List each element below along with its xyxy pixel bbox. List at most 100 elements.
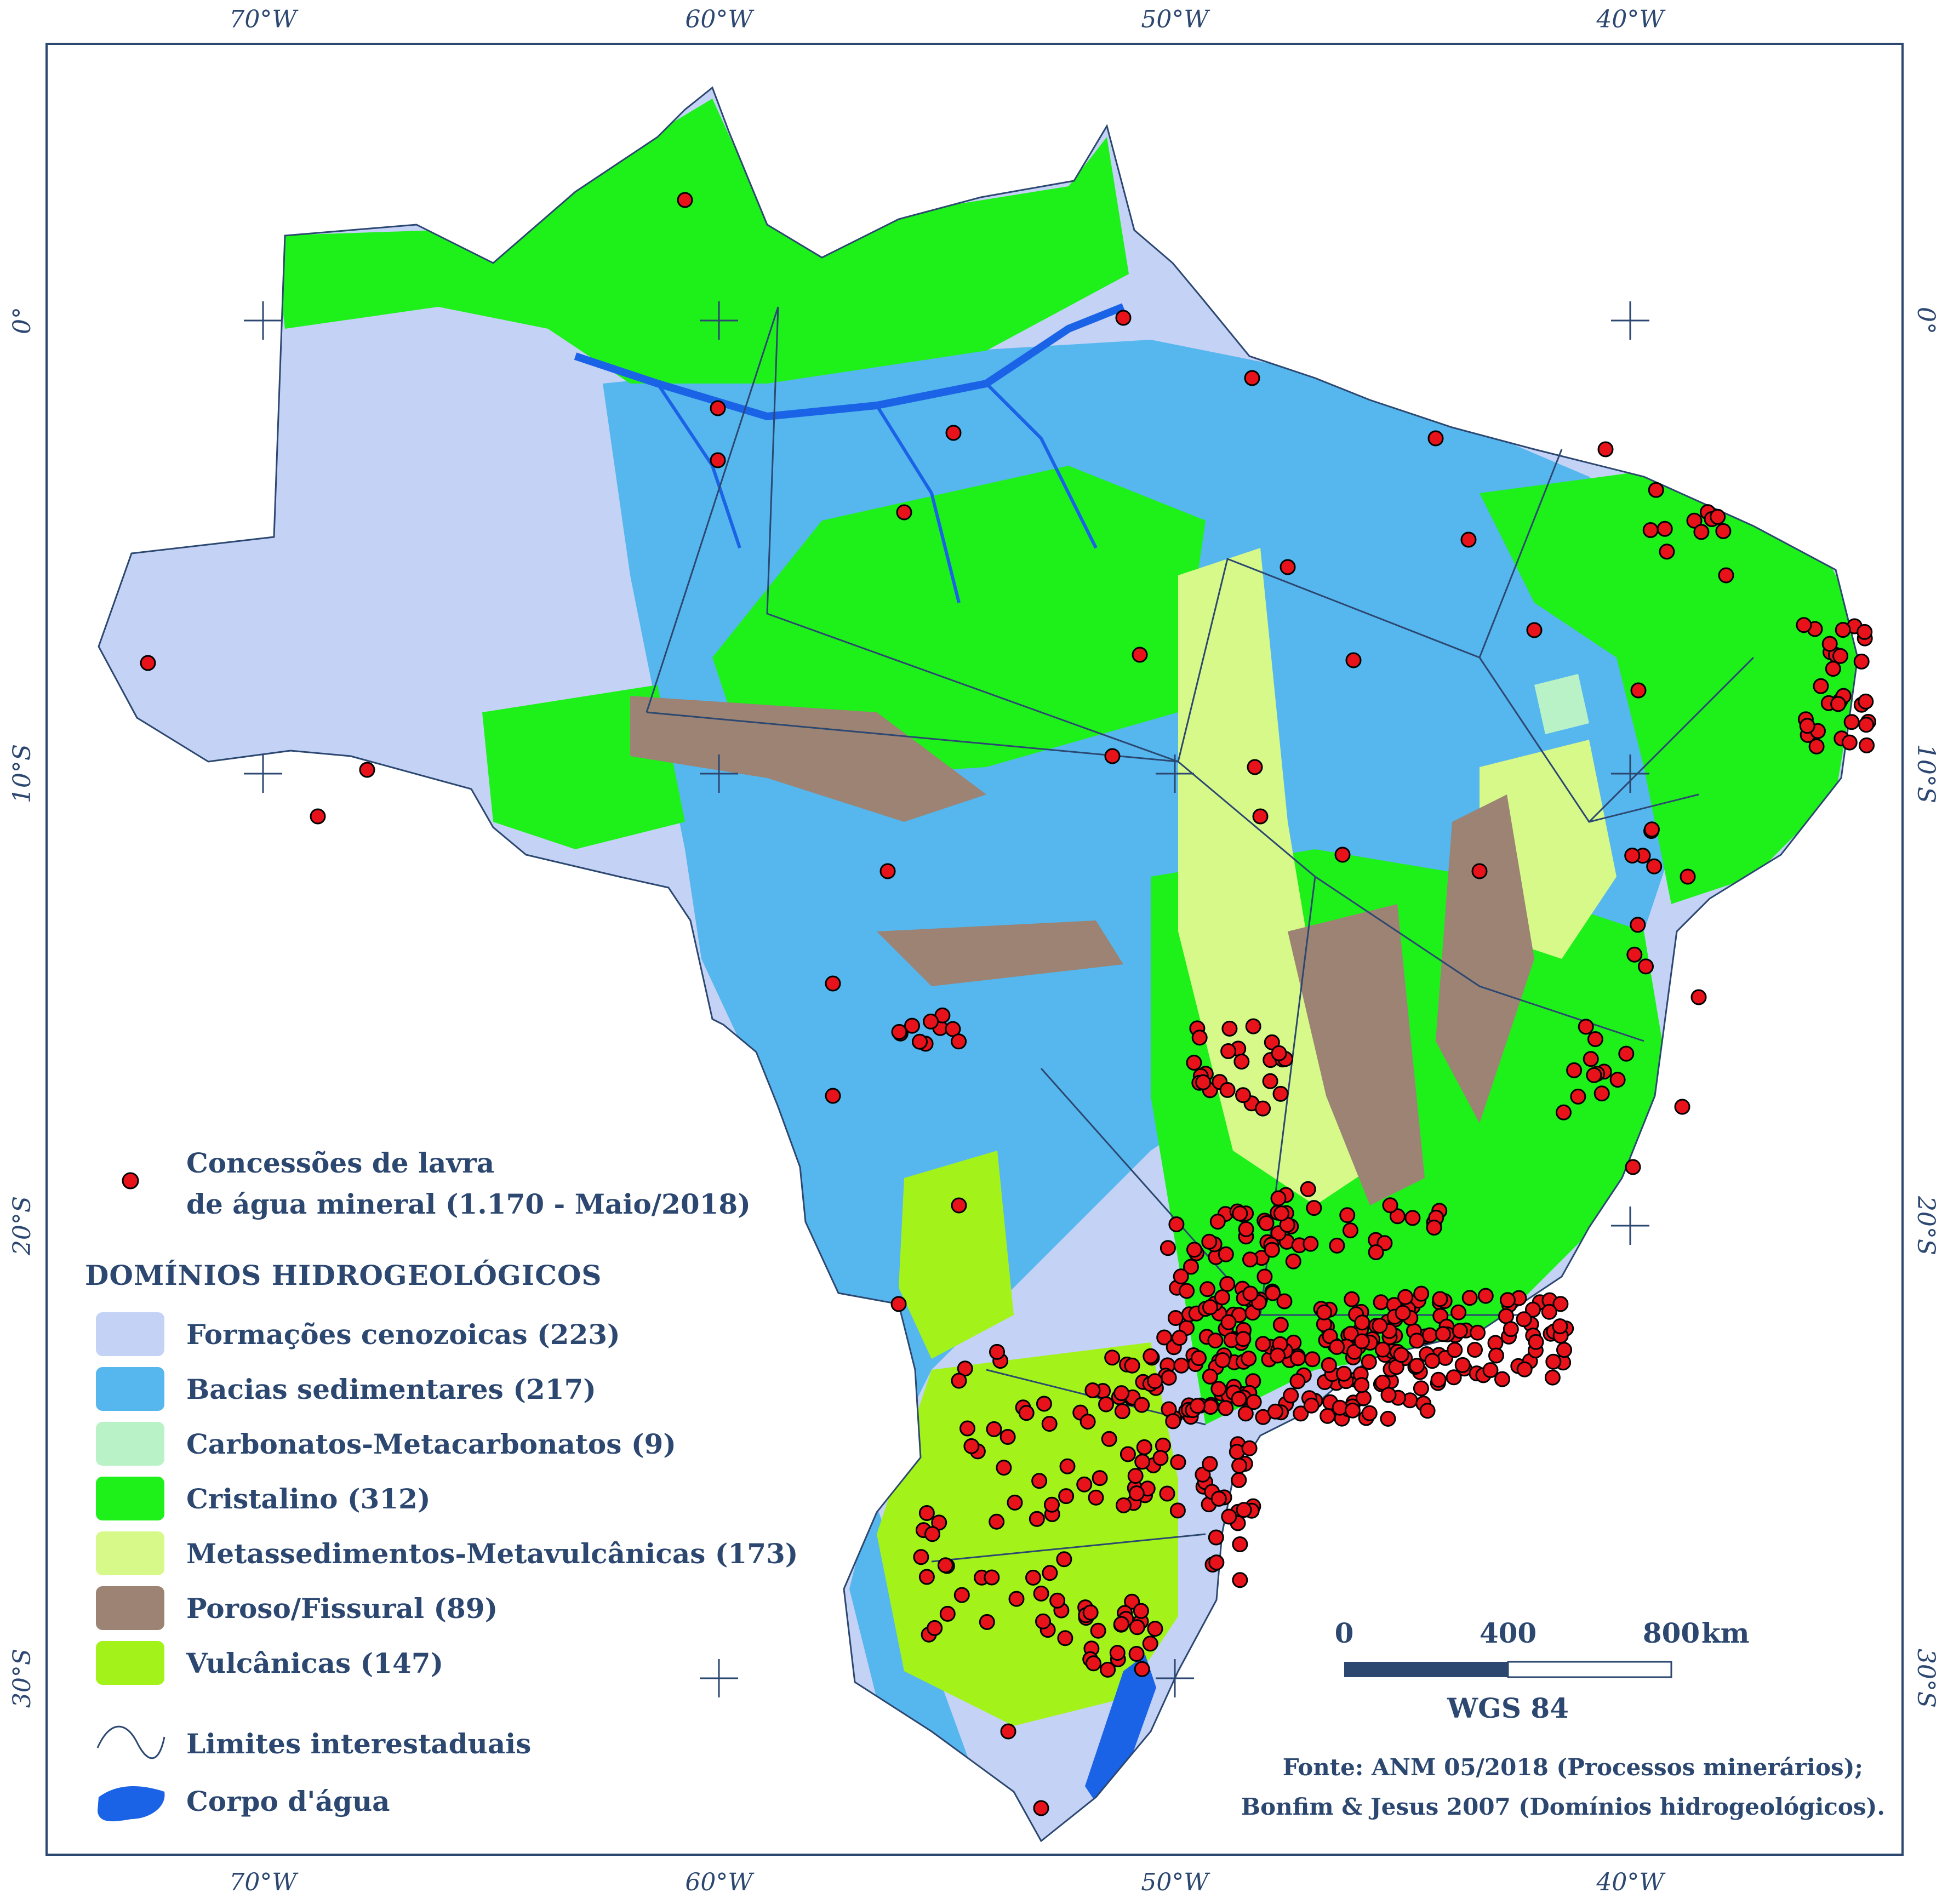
concession-point [1467, 1342, 1483, 1358]
concession-point [140, 655, 156, 671]
concession-point [1202, 1456, 1218, 1472]
concession-point [1029, 1511, 1045, 1527]
concession-point [1432, 1291, 1448, 1307]
concession-point [879, 863, 896, 879]
concession-point [310, 808, 326, 825]
concession-point [1693, 524, 1710, 540]
concession-point [1147, 1373, 1163, 1390]
concession-point [1344, 1402, 1361, 1419]
concession-point [1680, 868, 1696, 885]
concession-point [1303, 1397, 1320, 1414]
concession-point [1482, 1362, 1499, 1379]
concession-point [1242, 1251, 1258, 1268]
domain-cristalino-central [712, 466, 1206, 778]
scale-unit: km [1701, 1617, 1750, 1649]
concession-point [1686, 512, 1703, 529]
concession-point [1134, 1454, 1151, 1470]
concession-point [1368, 1244, 1384, 1260]
concession-point [1056, 1551, 1072, 1568]
concession-point [1233, 1054, 1250, 1070]
concession-point [1409, 1333, 1425, 1349]
concession-point [1587, 1031, 1603, 1047]
concession-point [1169, 1502, 1186, 1519]
concession-point [1494, 1371, 1510, 1387]
concession-point [1293, 1405, 1309, 1422]
concession-point [951, 1197, 967, 1214]
concession-point [1435, 1326, 1451, 1342]
concession-point [927, 1620, 943, 1636]
concession-point [1165, 1413, 1181, 1430]
concession-point [1128, 1485, 1145, 1501]
concession-point [1262, 1073, 1278, 1089]
concession-point [1057, 1630, 1073, 1646]
concession-point [1516, 1311, 1532, 1328]
concession-point [1516, 1361, 1533, 1377]
concession-point [1609, 1072, 1626, 1088]
concession-point [1209, 1214, 1226, 1230]
coord-left-0: 0° [8, 307, 36, 334]
concession-point [1421, 1327, 1438, 1343]
concession-point [1200, 1281, 1215, 1297]
concession-point [989, 1343, 1005, 1360]
concession-point [1100, 1661, 1116, 1678]
concession-point [1256, 1268, 1273, 1285]
concession-point [1626, 946, 1643, 963]
concession-point [896, 504, 912, 521]
concession-point [1659, 544, 1675, 560]
concession-point [1835, 622, 1851, 638]
concession-point [1499, 1292, 1516, 1308]
concession-point [1404, 1210, 1421, 1226]
legend-points-label-2: de água mineral (1.170 - Maio/2018) [186, 1188, 751, 1220]
concession-point [1113, 1616, 1129, 1632]
coord-top-50w: 50°W [1141, 5, 1210, 33]
concession-point [1156, 1329, 1173, 1346]
concession-point [1049, 1592, 1066, 1609]
concession-point [1276, 1293, 1293, 1310]
concession-point [1380, 1410, 1396, 1427]
concession-point [1393, 1347, 1409, 1363]
domain-poroso-fissural-4 [1436, 794, 1534, 1123]
concession-point [989, 1513, 1005, 1530]
concession-point [1186, 1055, 1202, 1071]
concession-point [1210, 1381, 1227, 1397]
concession-point [1258, 1215, 1275, 1231]
concession-point [1128, 1646, 1145, 1662]
credits-line-1: Fonte: ANM 05/2018 (Processos minerários… [1283, 1754, 1863, 1781]
concession-point [1545, 1353, 1562, 1370]
concession-point [1208, 1529, 1224, 1546]
legend-domain-label-5: Poroso/Fissural (89) [186, 1592, 498, 1625]
concession-point [1427, 430, 1444, 447]
concession-point [1113, 1385, 1130, 1402]
concession-point [1170, 1454, 1186, 1471]
legend-swatch-6 [96, 1641, 164, 1685]
concession-point [1821, 636, 1838, 652]
concession-point [1255, 1336, 1271, 1352]
concession-point [1353, 1333, 1370, 1350]
concession-point [1207, 1333, 1224, 1349]
concession-point [1221, 1020, 1238, 1037]
coord-bottom-70w: 70°W [229, 1868, 299, 1896]
concession-point [1152, 1450, 1169, 1466]
lagoa-dos-patos [1085, 1655, 1156, 1803]
concession-point [1031, 1473, 1048, 1489]
concession-point [1372, 1318, 1388, 1334]
concession-point [939, 1605, 956, 1622]
concession-point [984, 1569, 1000, 1586]
scale-bar-light [1507, 1661, 1672, 1678]
concession-point [1426, 1220, 1442, 1236]
concession-point [1657, 521, 1673, 537]
domain-poroso-fissural-1 [630, 696, 986, 822]
coord-top-70w: 70°W [229, 5, 299, 33]
concession-point [1380, 1387, 1397, 1403]
concession-point [913, 1549, 929, 1565]
concession-point [1430, 1371, 1447, 1388]
concession-point [1853, 653, 1870, 670]
concession-point [710, 400, 726, 416]
coord-left-10s: 10°S [8, 744, 36, 803]
concession-point [1195, 1074, 1212, 1090]
concession-point [1552, 1318, 1568, 1335]
concession-point [1270, 1347, 1286, 1364]
concession-point [1025, 1569, 1041, 1586]
concession-point [963, 1438, 980, 1454]
coord-right-0: 0° [1912, 307, 1940, 334]
